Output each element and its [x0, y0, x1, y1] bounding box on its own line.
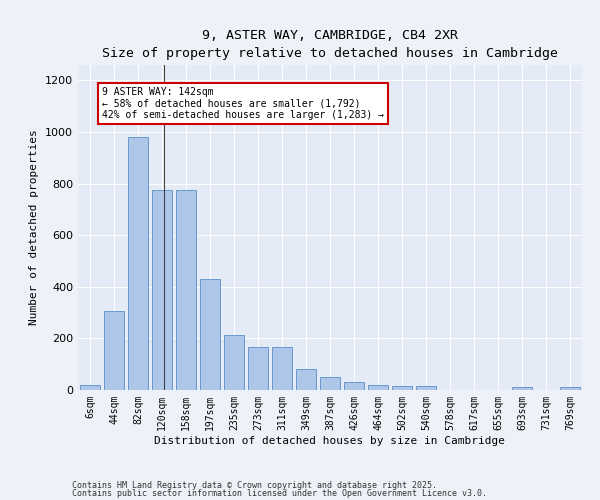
Text: Contains HM Land Registry data © Crown copyright and database right 2025.: Contains HM Land Registry data © Crown c… — [72, 480, 437, 490]
Bar — [80, 385, 100, 390]
X-axis label: Distribution of detached houses by size in Cambridge: Distribution of detached houses by size … — [155, 436, 505, 446]
Bar — [512, 388, 532, 390]
Bar — [272, 348, 292, 390]
Title: 9, ASTER WAY, CAMBRIDGE, CB4 2XR
Size of property relative to detached houses in: 9, ASTER WAY, CAMBRIDGE, CB4 2XR Size of… — [102, 28, 558, 60]
Bar — [224, 334, 244, 390]
Bar — [296, 370, 316, 390]
Bar — [200, 279, 220, 390]
Bar — [104, 312, 124, 390]
Bar — [320, 377, 340, 390]
Bar — [128, 137, 148, 390]
Y-axis label: Number of detached properties: Number of detached properties — [29, 130, 40, 326]
Bar — [344, 382, 364, 390]
Bar — [368, 385, 388, 390]
Bar — [248, 348, 268, 390]
Bar — [152, 190, 172, 390]
Bar — [560, 386, 580, 390]
Bar — [392, 386, 412, 390]
Bar — [416, 386, 436, 390]
Text: 9 ASTER WAY: 142sqm
← 58% of detached houses are smaller (1,792)
42% of semi-det: 9 ASTER WAY: 142sqm ← 58% of detached ho… — [102, 87, 384, 120]
Text: Contains public sector information licensed under the Open Government Licence v3: Contains public sector information licen… — [72, 489, 487, 498]
Bar — [176, 190, 196, 390]
